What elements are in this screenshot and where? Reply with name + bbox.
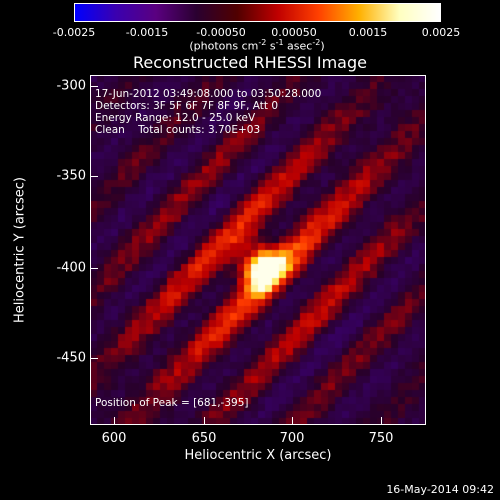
y-tick-label: -400 <box>56 260 86 276</box>
colorbar-tick-label: -0.0015 <box>125 26 169 39</box>
y-tick-label: -350 <box>56 168 86 184</box>
colorbar-tick-label: 0.0015 <box>348 26 388 39</box>
x-tick-label: 600 <box>101 431 127 446</box>
x-axis-label: Heliocentric X (arcsec) <box>184 448 332 463</box>
x-tick-label: 750 <box>368 431 394 446</box>
x-tick-label: 650 <box>191 431 217 446</box>
y-tick-mark <box>90 358 98 359</box>
energy-range-text: Energy Range: 12.0 - 25.0 keV <box>95 112 256 124</box>
image-title: Reconstructed RHESSI Image <box>133 53 367 72</box>
x-tick-mark <box>114 417 115 425</box>
colorbar-tick-label: 0.00050 <box>271 26 317 39</box>
x-tick-label: 700 <box>279 431 305 446</box>
colorbar-tick-label: -0.00050 <box>196 26 246 39</box>
y-tick-mark <box>90 268 98 269</box>
date-stamp: 16-May-2014 09:42 <box>386 483 494 496</box>
rhessi-image <box>90 75 426 425</box>
colorbar-units: (photons cm-2 s-1 asec-2) <box>189 38 325 53</box>
x-tick-mark <box>292 417 293 425</box>
rhessi-image-canvas <box>90 75 426 425</box>
colorbar-tick-label: -0.0025 <box>52 26 96 39</box>
y-axis-label: Heliocentric Y (arcsec) <box>12 177 28 323</box>
y-tick-label: -300 <box>56 78 86 94</box>
y-tick-mark <box>90 176 98 177</box>
x-tick-mark <box>204 417 205 425</box>
time-range-text: 17-Jun-2012 03:49:08.000 to 03:50:28.000 <box>95 88 322 100</box>
y-tick-label: -450 <box>56 350 86 366</box>
colorbar-tick-label: 0.0025 <box>421 26 461 39</box>
x-tick-mark <box>381 417 382 425</box>
colorbar <box>74 3 441 22</box>
clean-counts-text: Clean Total counts: 3.70E+03 <box>95 124 261 136</box>
detectors-text: Detectors: 3F 5F 6F 7F 8F 9F, Att 0 <box>95 100 279 112</box>
y-tick-mark <box>90 86 98 87</box>
peak-position-text: Position of Peak = [681,-395] <box>95 397 249 409</box>
